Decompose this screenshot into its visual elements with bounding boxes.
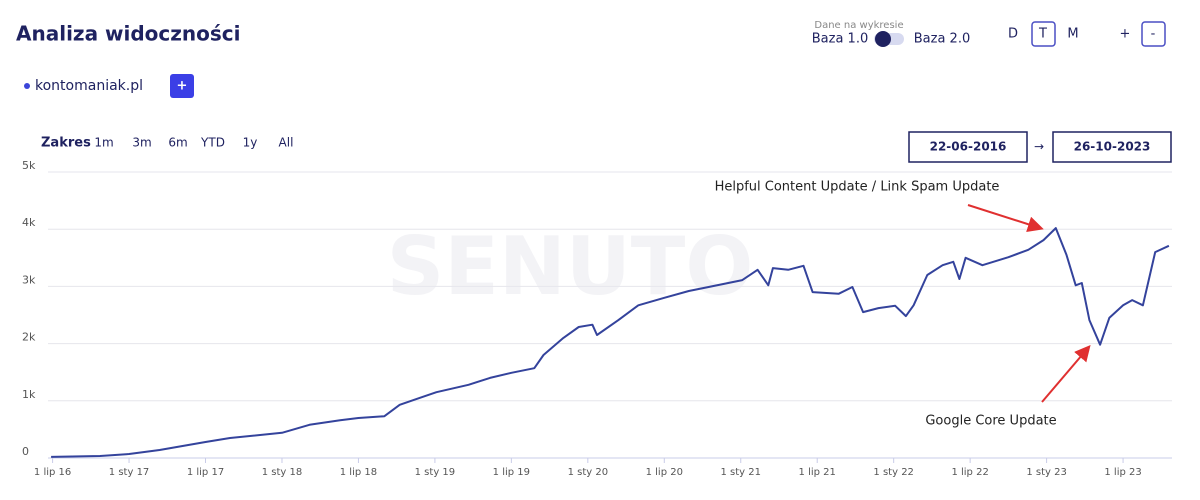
range-options: 1m 3m 6m YTD 1y All: [94, 136, 293, 150]
y-tick-label: 5k: [22, 159, 36, 172]
watermark: SENUTO: [387, 220, 754, 313]
x-tick-label: 1 sty 17: [109, 467, 150, 478]
add-domain-label[interactable]: +: [177, 79, 188, 94]
zoom-out[interactable]: -: [1151, 27, 1156, 42]
domain-dot: [24, 83, 30, 89]
y-tick-label: 2k: [22, 331, 36, 344]
x-tick-label: 1 sty 18: [262, 467, 303, 478]
granularity-button[interactable]: T: [1038, 27, 1047, 42]
date-from[interactable]: 22-06-2016: [930, 140, 1007, 154]
visibility-line: [51, 227, 1170, 458]
x-tick-label: 1 lip 20: [646, 467, 683, 478]
range-option[interactable]: 3m: [132, 136, 151, 150]
range-option[interactable]: 6m: [168, 136, 187, 150]
chart: SENUTO 0 1k 2k 3k 4k 5k 1 lip 16 1 sty 17 1 lip …: [22, 159, 1172, 478]
annotation: Google Core Update: [925, 414, 1056, 429]
toggle-right[interactable]: Baza 2.0: [914, 32, 970, 47]
x-tick-label: 1 lip 23: [1104, 467, 1141, 478]
granularity-button[interactable]: M: [1067, 27, 1078, 42]
toggle-caption: Dane na wykresie: [814, 20, 903, 31]
x-tick-label: 1 sty 22: [873, 467, 914, 478]
range-option[interactable]: All: [279, 136, 294, 150]
granularity-button[interactable]: D: [1008, 27, 1018, 42]
annotation-arrow: [967, 204, 1044, 232]
annotation-arrow: [1041, 344, 1091, 403]
domain-name: kontomaniak.pl: [35, 78, 143, 94]
toggle-knob[interactable]: [875, 31, 891, 47]
x-tick-label: 1 lip 18: [340, 467, 377, 478]
y-tick-label: 0: [22, 445, 29, 458]
range-label: Zakres: [41, 136, 91, 151]
range-option[interactable]: 1m: [94, 136, 113, 150]
x-tick-label: 1 sty 23: [1026, 467, 1067, 478]
y-tick-label: 3k: [22, 273, 36, 286]
date-arrow: →: [1034, 140, 1044, 154]
x-tick-label: 1 lip 17: [187, 467, 224, 478]
range-option[interactable]: YTD: [200, 136, 225, 150]
x-tick-label: 1 lip 19: [493, 467, 530, 478]
y-tick-label: 1k: [22, 388, 36, 401]
x-tick-label: 1 lip 16: [34, 467, 71, 478]
granularity-selected[interactable]: [1031, 21, 1056, 47]
x-tick-label: 1 sty 20: [568, 467, 609, 478]
y-tick-label: 4k: [22, 216, 36, 229]
date-from-box[interactable]: [908, 131, 1028, 163]
toggle-left[interactable]: Baza 1.0: [812, 32, 868, 47]
zoom-out-box[interactable]: [1141, 21, 1166, 47]
zoom-in[interactable]: +: [1120, 27, 1131, 42]
x-tick-label: 1 lip 21: [799, 467, 836, 478]
x-tick-label: 1 sty 19: [415, 467, 456, 478]
date-to-box[interactable]: [1052, 131, 1172, 163]
date-to[interactable]: 26-10-2023: [1074, 140, 1151, 154]
x-tick-label: 1 sty 21: [721, 467, 762, 478]
page-title: Analiza widoczności: [16, 22, 241, 46]
range-option[interactable]: 1y: [243, 136, 258, 150]
annotation: Helpful Content Update / Link Spam Updat…: [715, 180, 1000, 195]
x-tick-label: 1 lip 22: [951, 467, 988, 478]
add-domain-button[interactable]: [170, 74, 194, 98]
